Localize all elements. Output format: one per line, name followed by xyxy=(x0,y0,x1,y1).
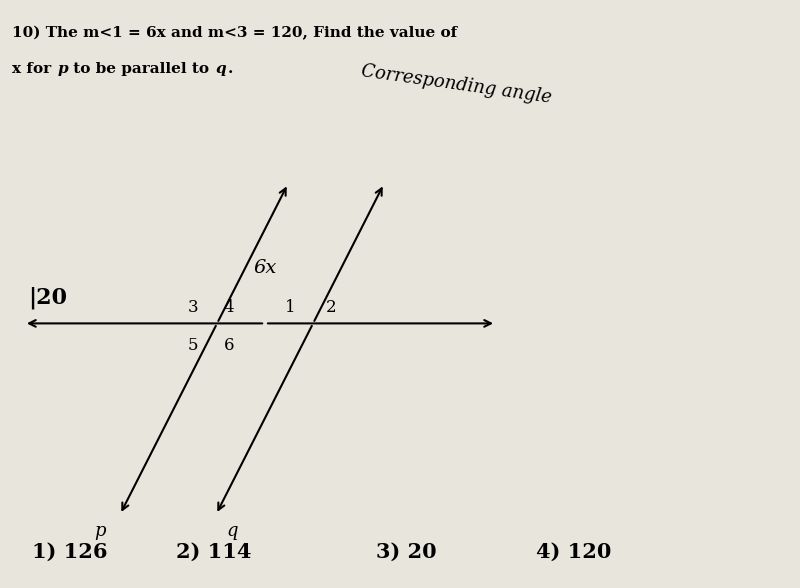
Text: 4: 4 xyxy=(224,299,234,316)
Text: 4) 120: 4) 120 xyxy=(536,542,611,562)
Text: 6x: 6x xyxy=(254,259,277,278)
Text: 2) 114: 2) 114 xyxy=(176,542,251,562)
Text: 1: 1 xyxy=(286,299,296,316)
Text: p: p xyxy=(58,62,68,76)
Text: x for: x for xyxy=(12,62,56,76)
Text: 3: 3 xyxy=(188,299,198,316)
Text: 5: 5 xyxy=(188,337,198,354)
Text: q: q xyxy=(216,62,226,76)
Text: 6: 6 xyxy=(224,337,234,354)
Text: 1) 126: 1) 126 xyxy=(32,542,107,562)
Text: 2: 2 xyxy=(326,299,336,316)
Text: 3) 20: 3) 20 xyxy=(376,542,437,562)
Text: Corresponding angle: Corresponding angle xyxy=(360,62,553,107)
Text: |20: |20 xyxy=(28,286,67,309)
Text: to be parallel to: to be parallel to xyxy=(68,62,214,76)
Text: p: p xyxy=(94,522,106,540)
Text: 10) The m<1 = 6x and m<3 = 120, Find the value of: 10) The m<1 = 6x and m<3 = 120, Find the… xyxy=(12,26,458,40)
Text: .: . xyxy=(228,62,234,76)
Text: q: q xyxy=(226,522,238,540)
